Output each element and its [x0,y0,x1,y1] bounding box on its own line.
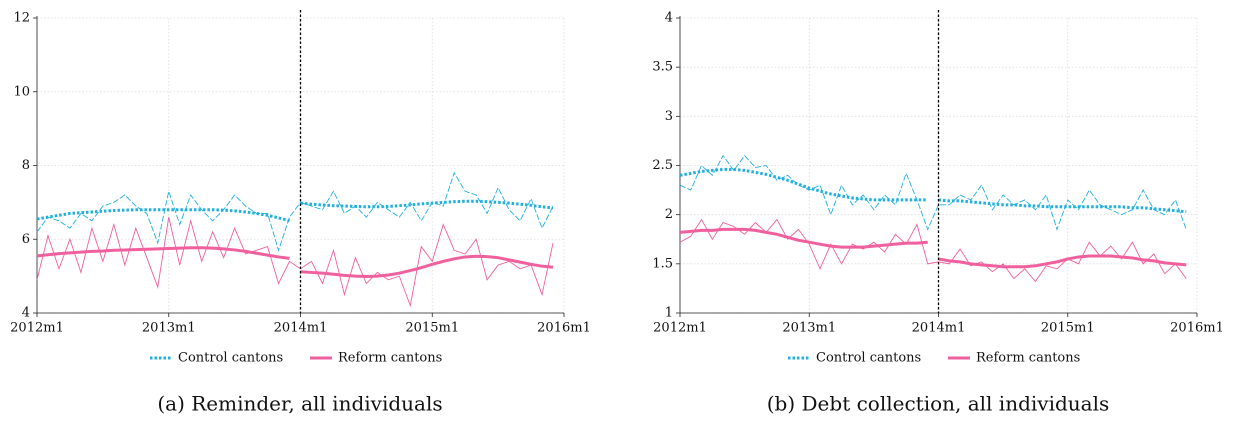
y-tick-label: 2.5 [652,158,673,173]
x-tick-label: 2015m1 [1041,321,1095,336]
legend-label: Reform cantons [338,351,442,366]
y-tick-label: 3.5 [652,60,673,75]
legend-label: Control cantons [178,351,283,366]
fit-line [679,167,928,202]
legend-label: Reform cantons [976,351,1080,366]
panel-caption: (a) Reminder, all individuals [157,392,442,416]
chart-panel: 4 6 8 10 12 2012m1 2013m1 2014m1 2015m1 2016m1 Con… [10,10,591,416]
raw-line [679,154,1187,231]
y-tick-label: 3 [665,109,673,124]
legend-label: Control cantons [816,351,921,366]
y-tick-label: 4 [665,11,673,26]
chart-panel: 1 1.5 2 2.5 3 3.5 4 2012m1 2013m1 2014m1 2015m1 201… [652,10,1224,416]
y-tick-label: 12 [13,11,30,26]
raw-line [36,217,554,308]
panel-caption: (b) Debt collection, all individuals [767,392,1110,416]
raw-line [679,218,1187,283]
y-tick-label: 1 [665,306,673,321]
fit-line [36,246,290,260]
x-tick-label: 2016m1 [1170,321,1224,336]
y-tick-label: 1.5 [652,256,673,271]
fit-line [938,198,1187,214]
fit-line [300,254,554,278]
x-tick-label: 2016m1 [537,321,591,336]
fit-line [36,208,290,223]
fit-line [300,199,554,210]
x-tick-label: 2014m1 [274,321,328,336]
y-tick-label: 2 [665,207,673,222]
y-tick-label: 8 [22,158,30,173]
x-tick-label: 2012m1 [10,321,64,336]
y-tick-label: 4 [22,306,30,321]
fit-line [679,227,928,249]
raw-line [36,171,554,252]
x-tick-label: 2014m1 [912,321,966,336]
x-tick-label: 2013m1 [782,321,836,336]
x-tick-label: 2013m1 [142,321,196,336]
x-tick-label: 2015m1 [405,321,459,336]
y-tick-label: 10 [13,84,30,99]
x-tick-label: 2012m1 [653,321,707,336]
fit-line [938,254,1187,269]
y-tick-label: 6 [22,232,30,247]
